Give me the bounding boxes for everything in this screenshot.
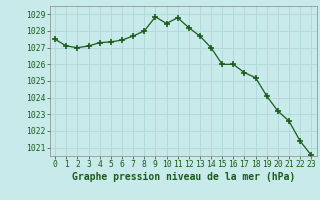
X-axis label: Graphe pression niveau de la mer (hPa): Graphe pression niveau de la mer (hPa) — [72, 172, 295, 182]
